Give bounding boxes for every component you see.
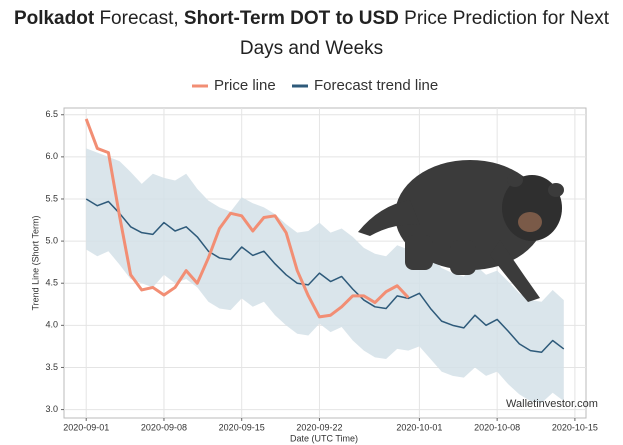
x-tick-label: 2020-09-15: [219, 422, 265, 432]
series-line: [85, 198, 565, 354]
legend-label: Price line: [214, 77, 276, 94]
title-part: Price Prediction for Next Days and Weeks: [239, 8, 615, 59]
x-tick-label: 2020-09-22: [296, 422, 342, 432]
y-tick-label: 5.0: [45, 235, 58, 245]
x-tick-label: 2020-10-15: [552, 422, 598, 432]
bear-illustration: [358, 160, 564, 302]
x-tick-label: 2020-10-08: [474, 422, 520, 432]
title-part: Polkadot: [13, 8, 95, 29]
series-line: [84, 118, 410, 319]
x-axis-label: Date (UTC Time): [290, 433, 358, 443]
y-tick-label: 3.0: [45, 404, 58, 414]
x-tick-label: 2020-10-01: [396, 422, 442, 432]
x-tick-label: 2020-09-01: [63, 422, 109, 432]
y-tick-label: 5.5: [45, 193, 58, 203]
y-tick-label: 4.5: [45, 278, 58, 288]
title-part: Forecast,: [94, 8, 184, 29]
y-tick-label: 6.5: [45, 109, 58, 119]
confidence-band: [86, 148, 564, 403]
legend-label: Forecast trend line: [314, 77, 438, 94]
y-axis-label: Trend Line (Short Term): [30, 215, 40, 310]
watermark: Walletinvestor.com: [506, 398, 598, 410]
y-tick-label: 4.0: [45, 320, 58, 330]
y-tick-label: 3.5: [45, 362, 58, 372]
x-tick-label: 2020-09-08: [141, 422, 187, 432]
title-part: Short-Term DOT to USD: [183, 8, 399, 29]
chart-title: Polkadot Forecast, Short-Term DOT to USD…: [10, 4, 613, 64]
y-tick-label: 6.0: [45, 151, 58, 161]
